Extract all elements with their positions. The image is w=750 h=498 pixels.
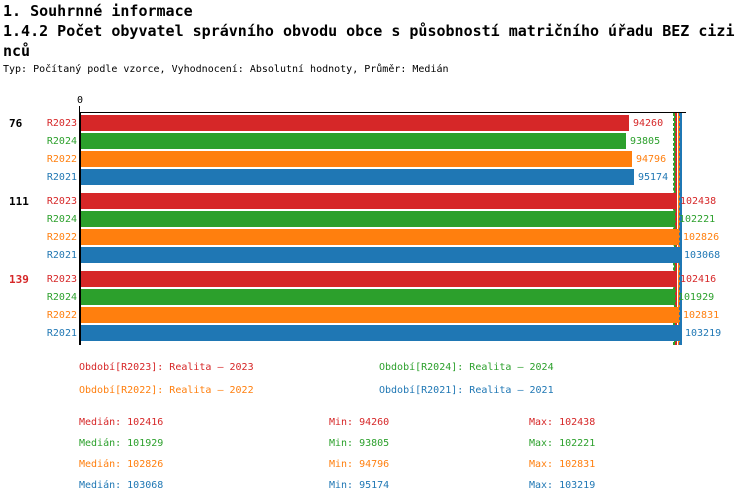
group-label-111: 111 — [9, 195, 29, 208]
bar-111-r2021 — [81, 247, 680, 263]
stat-min-row3: Min: 94796 — [329, 459, 390, 470]
chart-subtitle-line1: 1.4.2 Počet obyvatel správního obvodu ob… — [3, 22, 735, 40]
x-axis-line — [79, 112, 686, 113]
stat-median-row3: Medián: 102826 — [79, 459, 164, 470]
bar-value-111-r2021: 103068 — [684, 250, 721, 261]
bar-row-label-r2023: R2023 — [46, 118, 77, 129]
bar-111-r2024 — [81, 211, 675, 227]
stat-max-row2: Max: 102221 — [529, 438, 596, 449]
stat-min-row1: Min: 94260 — [329, 417, 390, 428]
bar-value-111-r2022: 102826 — [683, 232, 720, 243]
chart-subtitle-line2: nců — [3, 42, 31, 60]
x-axis-zero-label: 0 — [76, 95, 84, 106]
page-title: 1. Souhrnné informace — [3, 2, 193, 20]
bar-row-label-r2023: R2023 — [46, 196, 77, 207]
bar-row-label-r2021: R2021 — [46, 250, 77, 261]
stat-median-row2: Medián: 101929 — [79, 438, 164, 449]
stat-max-row1: Max: 102438 — [529, 417, 596, 428]
bar-value-139-r2024: 101929 — [678, 292, 715, 303]
bar-76-r2021 — [81, 169, 634, 185]
group-label-139: 139 — [9, 273, 29, 286]
stat-max-row3: Max: 102831 — [529, 459, 596, 470]
bar-76-r2023 — [81, 115, 629, 131]
bar-row-label-r2022: R2022 — [46, 310, 77, 321]
stat-min-row2: Min: 93805 — [329, 438, 390, 449]
bar-76-r2022 — [81, 151, 632, 167]
bar-value-76-r2022: 94796 — [636, 154, 667, 165]
bar-value-139-r2022: 102831 — [683, 310, 720, 321]
group-label-76: 76 — [9, 117, 23, 130]
stat-median-row1: Medián: 102416 — [79, 417, 164, 428]
legend-item-4: Období[R2021]: Realita – 2021 — [379, 385, 554, 396]
legend-item-1: Období[R2023]: Realita – 2023 — [79, 362, 254, 373]
bar-value-76-r2021: 95174 — [638, 172, 669, 183]
bar-row-label-r2024: R2024 — [46, 292, 77, 303]
chart-meta-line: Typ: Počítaný podle vzorce, Vyhodnocení:… — [3, 64, 449, 75]
stat-median-row4: Medián: 103068 — [79, 480, 164, 491]
legend-item-3: Období[R2022]: Realita – 2022 — [79, 385, 254, 396]
bar-139-r2022 — [81, 307, 679, 323]
bar-111-r2023 — [81, 193, 676, 209]
bar-value-139-r2023: 102416 — [680, 274, 717, 285]
bar-139-r2024 — [81, 289, 674, 305]
stat-max-row4: Max: 103219 — [529, 480, 596, 491]
bar-row-label-r2022: R2022 — [46, 232, 77, 243]
bar-row-label-r2021: R2021 — [46, 172, 77, 183]
bar-value-76-r2024: 93805 — [630, 136, 661, 147]
bar-row-label-r2023: R2023 — [46, 274, 77, 285]
bar-value-111-r2023: 102438 — [680, 196, 717, 207]
bar-139-r2021 — [81, 325, 681, 341]
bar-76-r2024 — [81, 133, 626, 149]
bar-value-76-r2023: 94260 — [633, 118, 664, 129]
y-axis-line — [79, 112, 81, 345]
bar-value-111-r2024: 102221 — [679, 214, 716, 225]
bar-row-label-r2021: R2021 — [46, 328, 77, 339]
bar-111-r2022 — [81, 229, 679, 245]
stat-min-row4: Min: 95174 — [329, 480, 390, 491]
bar-row-label-r2024: R2024 — [46, 136, 77, 147]
x-axis-tick — [79, 106, 80, 112]
bar-value-139-r2021: 103219 — [685, 328, 722, 339]
bar-row-label-r2024: R2024 — [46, 214, 77, 225]
bar-row-label-r2022: R2022 — [46, 154, 77, 165]
bar-139-r2023 — [81, 271, 676, 287]
legend-item-2: Období[R2024]: Realita – 2024 — [379, 362, 554, 373]
marker-line-median-r2021 — [679, 113, 681, 345]
marker-line-max-r2021 — [680, 113, 682, 345]
